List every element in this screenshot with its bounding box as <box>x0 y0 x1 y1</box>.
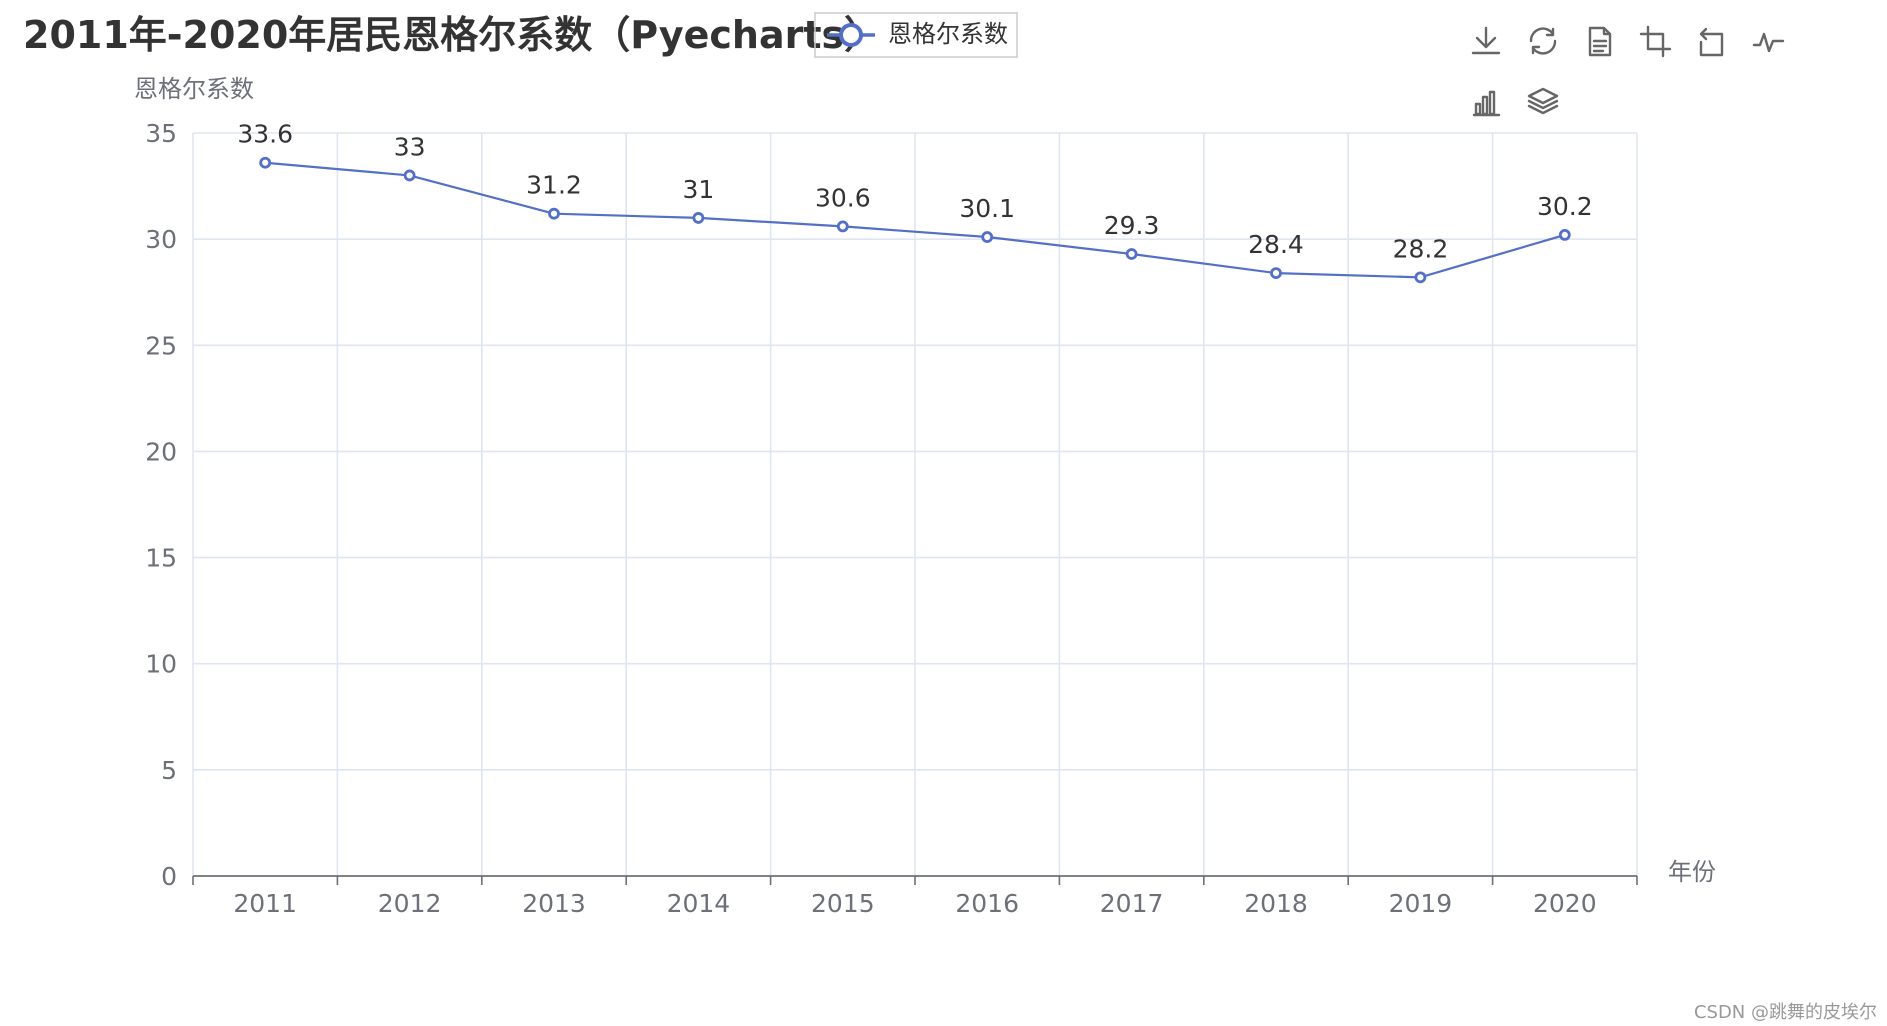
watermark: CSDN @跳舞的皮埃尔 <box>1694 1002 1877 1023</box>
x-tick-label: 2016 <box>955 889 1019 918</box>
y-tick-label: 35 <box>145 119 177 148</box>
x-axis-name: 年份 <box>1668 858 1716 886</box>
line-chart-icon[interactable] <box>1751 24 1785 58</box>
data-label: 29.3 <box>1104 211 1160 240</box>
data-point[interactable] <box>403 169 416 182</box>
download-icon[interactable] <box>1469 24 1503 58</box>
x-tick-label: 2017 <box>1100 889 1164 918</box>
x-tick-label: 2018 <box>1244 889 1308 918</box>
legend-series-label: 恩格尔系数 <box>888 20 1008 48</box>
data-label: 28.2 <box>1393 234 1449 263</box>
zoom-back-icon[interactable] <box>1694 24 1728 58</box>
legend-circle-marker <box>839 23 863 47</box>
data-point[interactable] <box>981 231 994 243</box>
y-tick-label: 20 <box>145 437 177 466</box>
x-tick-label: 2012 <box>378 889 442 918</box>
legend-border <box>814 12 1018 58</box>
document-icon[interactable] <box>1582 24 1616 58</box>
data-point[interactable] <box>1125 248 1138 260</box>
x-tick-label: 2011 <box>233 889 297 918</box>
x-tick-label: 2013 <box>522 889 586 918</box>
legend[interactable]: 恩格尔系数 <box>814 12 1018 58</box>
x-tick-label: 2015 <box>811 889 875 918</box>
line-series <box>259 156 1571 284</box>
bar-chart-icon[interactable] <box>1469 84 1503 118</box>
refresh-icon[interactable] <box>1526 24 1560 58</box>
data-label: 33 <box>394 132 426 161</box>
y-tick-label: 5 <box>161 756 177 785</box>
y-tick-label: 10 <box>145 650 177 679</box>
x-tick-label: 2014 <box>667 889 731 918</box>
y-tick-label: 15 <box>145 544 177 573</box>
chart-title: 2011年-2020年居民恩格尔系数（Pyecharts） <box>23 13 882 57</box>
y-tick-label: 30 <box>145 225 177 254</box>
data-label: 30.2 <box>1537 192 1593 221</box>
x-tick-label: 2020 <box>1533 889 1597 918</box>
data-point[interactable] <box>548 207 560 220</box>
data-label: 31.2 <box>526 171 582 200</box>
data-point[interactable] <box>836 220 849 233</box>
y-axis-name: 恩格尔系数 <box>134 75 254 103</box>
data-label: 30.6 <box>815 183 871 212</box>
series-line <box>265 161 1566 279</box>
data-point[interactable] <box>1270 267 1282 280</box>
x-tick-label: 2019 <box>1389 889 1453 918</box>
axes: 0 5 10 15 20 25 30 35 2011 2012 2013 2014 2015 2016 20… <box>145 119 1638 918</box>
data-point[interactable] <box>1558 228 1571 241</box>
y-tick-label: 25 <box>145 331 177 360</box>
area-zoom-icon[interactable] <box>1638 24 1672 58</box>
data-labels: 33.6 33 31.2 31 30.6 30.1 29.3 28.4 28.2 30.2 <box>237 120 1592 264</box>
y-tick-label: 0 <box>161 862 177 891</box>
data-label: 31 <box>682 175 714 204</box>
data-label: 33.6 <box>237 120 293 149</box>
data-point[interactable] <box>259 156 272 169</box>
data-label: 28.4 <box>1248 230 1304 259</box>
data-label: 30.1 <box>959 194 1015 223</box>
toolbox <box>1469 24 1785 118</box>
stack-icon[interactable] <box>1526 84 1560 118</box>
data-point[interactable] <box>1414 271 1427 284</box>
data-point[interactable] <box>692 212 705 224</box>
